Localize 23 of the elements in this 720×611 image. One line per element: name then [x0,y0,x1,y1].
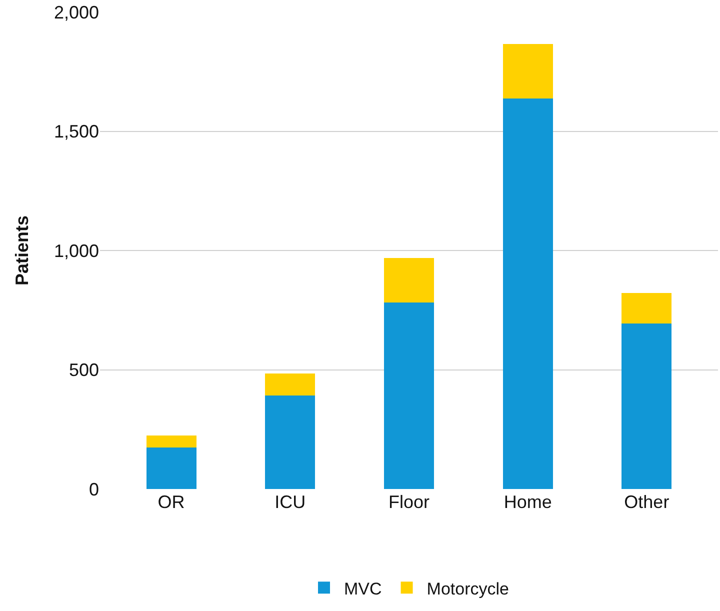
bar [265,374,316,396]
x-tick-label: Home [504,492,552,512]
legend-label: Motorcycle [426,579,509,598]
bar [502,98,553,489]
x-tick-label: Other [624,492,670,512]
bar [622,292,672,324]
bar [384,302,434,489]
x-tick-label: ICU [274,492,306,512]
legend-label: MVC [344,579,382,598]
y-axis-title: Patients [12,215,32,286]
y-tick-label: 0 [88,479,99,500]
bar [146,435,196,448]
bar [384,258,434,303]
bar [146,447,196,489]
bar [265,396,316,489]
bar [622,324,672,489]
y-tick-label: 1,000 [54,240,99,261]
bar [502,44,553,99]
x-tick-label: OR [158,492,185,512]
x-tick-label: Floor [388,492,430,512]
y-tick-label: 2,000 [54,2,99,22]
y-tick-label: 500 [68,360,99,380]
y-tick-label: 1,500 [54,122,99,142]
